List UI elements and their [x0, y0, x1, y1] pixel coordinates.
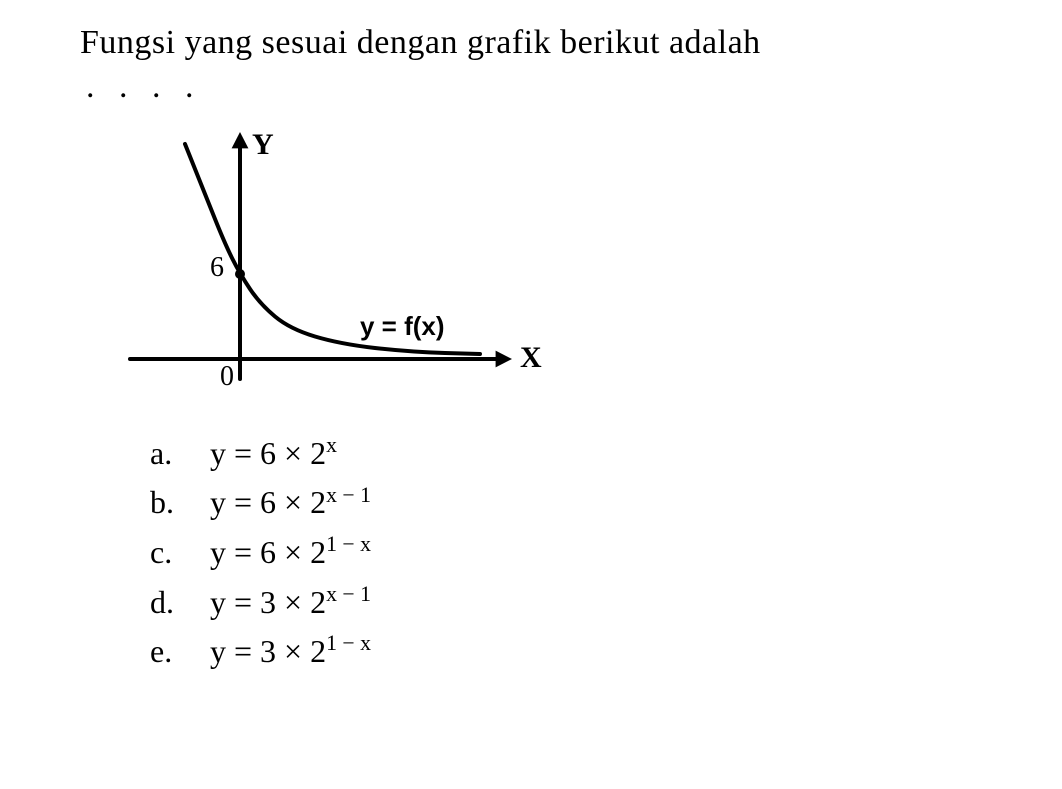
question-ellipsis: . . . .	[80, 68, 1020, 106]
option-a: a.y = 6 × 2x	[150, 429, 1020, 479]
option-e: e.y = 3 × 21 − x	[150, 627, 1020, 677]
option-letter: b.	[150, 478, 210, 528]
option-b: b.y = 6 × 2x − 1	[150, 478, 1020, 528]
function-label: y = f(x)	[360, 311, 445, 343]
option-letter: d.	[150, 578, 210, 628]
option-d: d.y = 3 × 2x − 1	[150, 578, 1020, 628]
answer-options: a.y = 6 × 2xb.y = 6 × 2x − 1c.y = 6 × 21…	[150, 429, 1020, 677]
y-intercept-label: 6	[210, 252, 224, 284]
origin-label: 0	[220, 361, 234, 393]
x-axis-label: X	[520, 341, 542, 375]
option-letter: a.	[150, 429, 210, 479]
option-formula: y = 6 × 2x − 1	[210, 478, 371, 528]
y-axis-label: Y	[252, 128, 274, 162]
chart-svg	[110, 124, 570, 404]
option-letter: c.	[150, 528, 210, 578]
option-c: c.y = 6 × 21 − x	[150, 528, 1020, 578]
chart: Y X 0 6 y = f(x)	[110, 124, 570, 404]
question-text: Fungsi yang sesuai dengan grafik berikut…	[80, 20, 1020, 66]
option-formula: y = 3 × 21 − x	[210, 627, 371, 677]
option-formula: y = 6 × 21 − x	[210, 528, 371, 578]
option-formula: y = 3 × 2x − 1	[210, 578, 371, 628]
option-formula: y = 6 × 2x	[210, 429, 337, 479]
option-letter: e.	[150, 627, 210, 677]
page: Fungsi yang sesuai dengan grafik berikut…	[80, 20, 1020, 677]
